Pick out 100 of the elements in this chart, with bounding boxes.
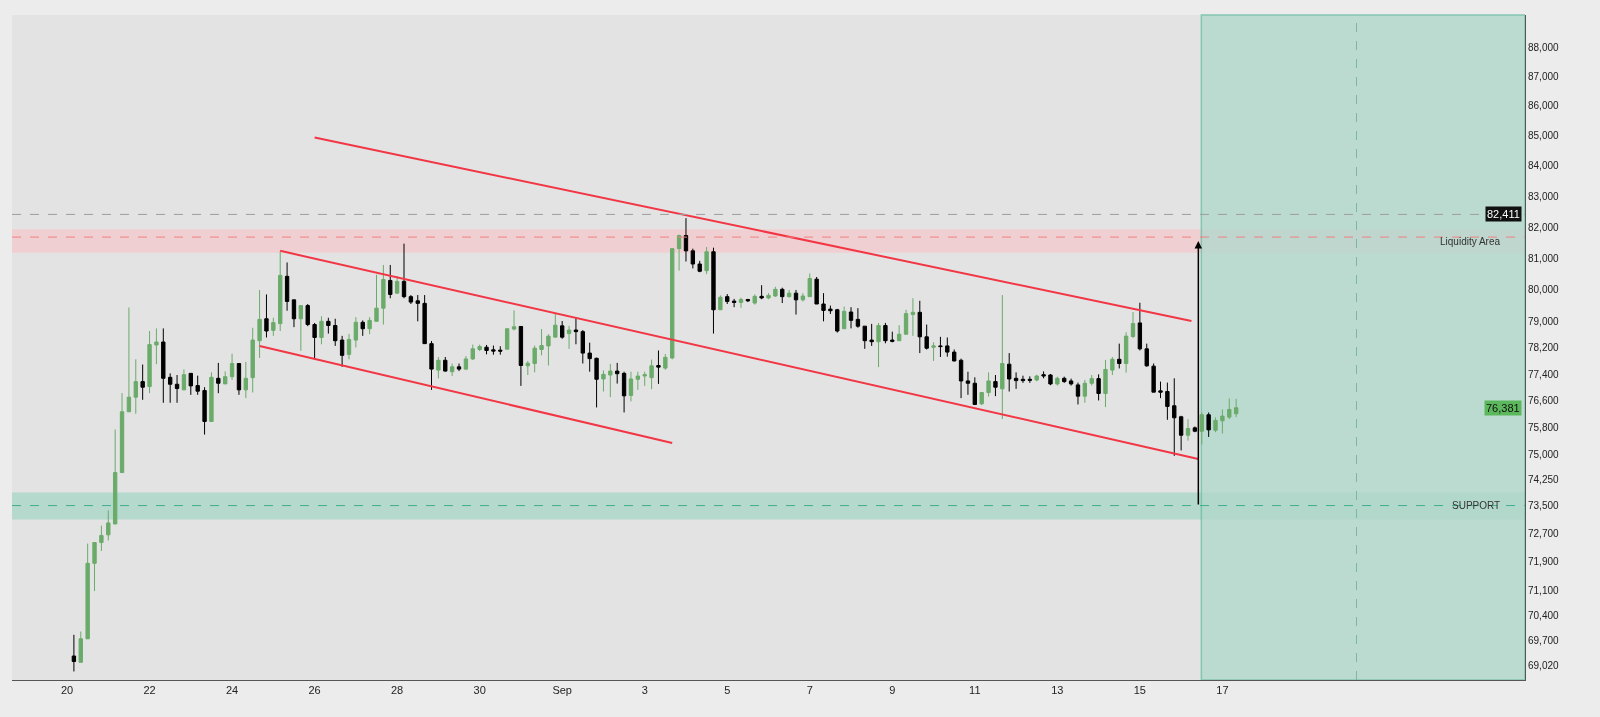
candlestick [1185,418,1191,442]
y-tick-label: 86,000 [1528,100,1560,112]
candlestick [807,272,812,298]
candlestick [835,308,840,334]
candlestick [1213,416,1218,433]
candlestick [828,305,833,315]
y-tick-label: 79,000 [1528,316,1560,328]
candlestick [71,634,77,672]
candlestick [181,368,187,391]
y-tick-label: 69,700 [1528,635,1560,647]
candlestick [339,335,345,368]
candlestick [1130,311,1136,339]
candlestick [243,361,249,399]
candlestick [443,356,448,373]
candlestick [112,429,118,525]
x-tick-label: 28 [391,684,404,697]
candlestick [1000,294,1005,420]
candlestick [683,217,689,262]
candlestick [463,355,469,371]
candlestick [938,336,943,358]
candlestick [229,353,235,381]
candlestick [546,333,551,366]
candlestick [965,371,971,396]
candlestick [986,371,991,397]
candlestick [1144,343,1149,368]
y-tick-label: 84,000 [1528,160,1560,172]
candlestick [78,631,83,663]
candlestick [718,294,723,311]
candlestick [1110,356,1115,376]
y-tick-label: 72,700 [1528,527,1560,539]
candlestick [1137,302,1143,351]
x-tick-label: 20 [60,684,74,697]
candlestick [126,307,132,413]
x-tick-label: 13 [1051,684,1064,697]
y-tick-label: 70,400 [1528,609,1560,621]
candlestick [848,306,854,329]
candlestick [1227,397,1232,420]
candlestick [291,299,297,328]
candlestick [1020,375,1026,384]
candlestick [1048,373,1053,386]
candlestick [202,386,207,436]
x-tick-label: 30 [473,684,486,697]
candlestick [1082,379,1088,404]
candlestick [532,345,537,373]
candlestick [766,292,771,299]
candlestick [360,319,365,337]
x-tick-label: 7 [806,684,813,697]
candlestick [649,359,654,390]
candlestick [566,325,572,350]
candlestick [800,292,806,302]
candlestick [910,297,916,337]
candlestick [1117,343,1122,369]
candlestick [711,247,716,335]
x-tick-label: 5 [724,684,731,697]
candlestick [1013,371,1019,390]
candlestick [738,297,744,309]
candlestick [264,293,269,338]
candlestick [422,294,427,345]
candlestick [1041,370,1046,379]
candlestick [1220,408,1225,435]
candlestick [1123,331,1129,374]
band-label: SUPPORT [1452,500,1501,511]
candlestick [498,345,503,356]
y-tick-label: 77,400 [1528,368,1560,380]
candlestick [1096,373,1101,401]
candlestick [133,358,138,415]
candlestick [952,348,957,363]
candlestick [1007,352,1012,393]
candlestick [394,275,400,295]
candlestick [539,328,544,356]
candlestick [931,341,936,362]
candlestick [174,374,180,404]
candlestick [429,340,434,391]
y-tick-label: 80,000 [1528,284,1560,296]
candlestick [883,322,888,344]
candlestick [573,316,579,345]
candlestick [1206,411,1211,438]
candlestick [209,371,214,422]
candlestick [1068,378,1074,387]
candlestick [1062,376,1067,384]
candlestick [504,328,510,350]
candlestick [1055,376,1060,387]
candlestick [635,371,641,391]
candlestick [862,325,867,350]
candlestick [278,250,283,332]
candlestick [656,349,661,385]
candlestick [436,356,441,379]
candlestick [381,264,386,326]
candlestick [374,274,379,322]
candlestick [1233,398,1239,418]
candlestick [298,305,304,352]
candlestick [945,336,950,358]
y-tick-label: 78,200 [1528,342,1560,354]
candlestick [333,318,338,347]
candlestick [601,369,606,393]
candlestick [491,345,496,356]
candlestick [236,363,242,396]
candlestick [470,344,475,361]
candlestick [167,372,173,404]
candlestick [367,316,372,335]
